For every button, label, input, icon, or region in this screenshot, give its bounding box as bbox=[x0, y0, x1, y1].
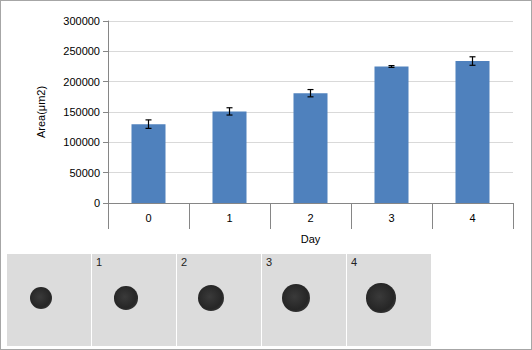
svg-text:100000: 100000 bbox=[63, 136, 100, 148]
html-text:2: 2 bbox=[181, 256, 188, 268]
svg-text:4: 4 bbox=[469, 212, 475, 224]
svg-text:3: 3 bbox=[388, 212, 394, 224]
svg-text:Day: Day bbox=[301, 233, 321, 245]
html-text:3: 3 bbox=[266, 256, 273, 268]
svg-text:2: 2 bbox=[307, 212, 313, 224]
svg-text:50000: 50000 bbox=[69, 167, 100, 179]
html-text:1: 1 bbox=[96, 256, 103, 268]
svg-text:200000: 200000 bbox=[63, 76, 100, 88]
svg-text:Area(μm2): Area(μm2) bbox=[35, 86, 47, 138]
svg-text:0: 0 bbox=[94, 197, 100, 209]
svg-text:150000: 150000 bbox=[63, 106, 100, 118]
svg-text:0: 0 bbox=[145, 212, 151, 224]
html-text:4: 4 bbox=[351, 256, 358, 268]
svg-text:300000: 300000 bbox=[63, 15, 100, 27]
svg-text:1: 1 bbox=[226, 212, 232, 224]
svg-text:250000: 250000 bbox=[63, 45, 100, 57]
